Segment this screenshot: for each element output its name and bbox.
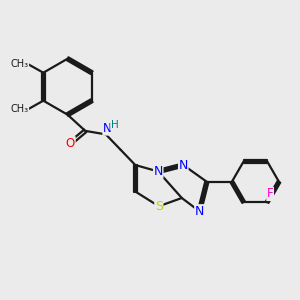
Text: CH₃: CH₃ [11,104,28,114]
Text: N: N [154,165,163,178]
Text: N: N [103,122,112,135]
Text: H: H [111,120,119,130]
Text: S: S [155,200,163,213]
Text: CH₃: CH₃ [11,59,28,70]
Text: O: O [66,137,75,150]
Text: F: F [267,188,273,200]
Text: N: N [178,158,188,172]
Text: N: N [195,205,204,218]
